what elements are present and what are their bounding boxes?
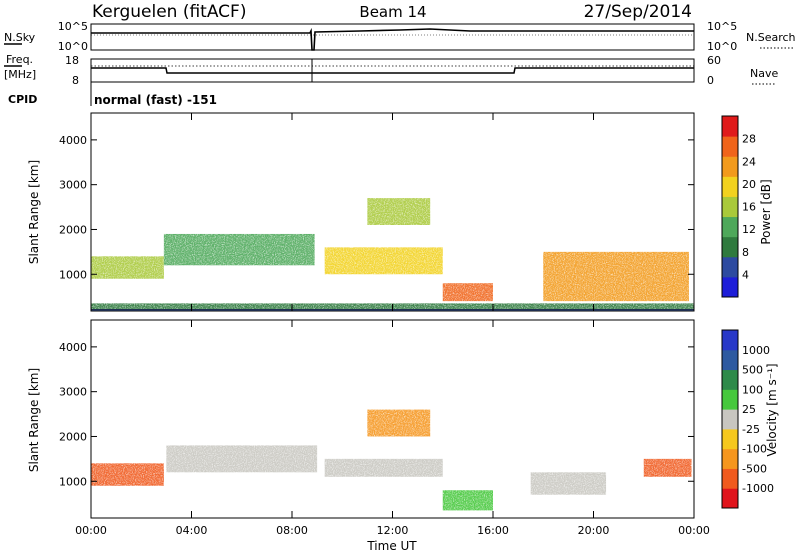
colorbar-tick-label: 12 <box>742 223 756 236</box>
colorbar-segment <box>722 236 738 258</box>
colorbar-segment <box>722 369 738 390</box>
sky-tick-top: 10^5 <box>58 20 88 33</box>
colorbar-tick-label: -25 <box>742 423 760 436</box>
y-tick-label: 1000 <box>59 475 87 488</box>
colorbar-segment <box>722 176 738 197</box>
y-tick-label: 3000 <box>59 179 87 192</box>
colorbar-tick-label: 500 <box>742 364 763 377</box>
colorbar-tick-label: 1000 <box>742 344 770 357</box>
frequency-panel: Freq. [MHz] 18 8 60 0 Nave CPID normal (… <box>4 53 778 107</box>
colorbar-segment <box>722 196 738 218</box>
y-tick-label: 2000 <box>59 430 87 443</box>
nave-label: Nave <box>750 67 778 80</box>
colorbar-segment <box>722 468 738 489</box>
colorbar-tick-label: 100 <box>742 383 763 396</box>
search-tick-top: 10^5 <box>707 20 737 33</box>
search-tick-bottom: 10^0 <box>707 40 737 53</box>
velocity-y-label: Slant Range [km] <box>27 368 41 472</box>
colorbar-segment <box>722 136 738 157</box>
noise-panel: N.Sky 10^5 10^0 10^5 10^0 N.Search <box>4 20 796 53</box>
colorbar-tick-label: 16 <box>742 201 756 214</box>
colorbar-segment <box>722 349 738 371</box>
y-tick-label: 4000 <box>59 134 87 147</box>
y-tick-label: 3000 <box>59 386 87 399</box>
nave-tick-top: 60 <box>707 54 721 67</box>
colorbar-segment <box>722 216 738 238</box>
date-label: 27/Sep/2014 <box>584 2 692 22</box>
velocity-y-axis: 1000 2000 3000 4000 <box>59 341 694 488</box>
x-tick-label: 00:00 <box>678 524 710 537</box>
velocity-panel: 1000 2000 3000 4000 00:00 04:00 08:00 12:00 16:… <box>27 319 779 553</box>
y-tick-label: 1000 <box>59 268 87 281</box>
x-tick-label: 16:00 <box>477 524 509 537</box>
beam-label: Beam 14 <box>359 3 426 21</box>
power-y-label: Slant Range [km] <box>27 160 41 264</box>
colorbar-segment <box>722 276 738 298</box>
colorbar-segment <box>722 488 738 509</box>
sky-label: N.Sky <box>4 31 36 44</box>
colorbar-segment <box>722 389 738 410</box>
colorbar-segment <box>722 428 738 450</box>
sky-tick-bottom: 10^0 <box>58 40 88 53</box>
velocity-x-axis: 00:00 04:00 08:00 12:00 16:00 20:00 00:00 <box>75 320 710 537</box>
colorbar-segment <box>722 409 738 430</box>
colorbar-tick-label: 24 <box>742 155 756 168</box>
y-tick-label: 2000 <box>59 223 87 236</box>
colorbar-frame <box>721 329 739 509</box>
colorbar-segment <box>722 448 738 469</box>
colorbar-frame <box>721 115 739 298</box>
colorbar-tick-label: -500 <box>742 462 767 475</box>
station-title: Kerguelen (fitACF) <box>92 2 246 22</box>
time-axis-label: Time UT <box>366 539 417 553</box>
x-tick-label: 04:00 <box>176 524 208 537</box>
power-x-ticks <box>90 113 695 311</box>
cpid-value: normal (fast) -151 <box>94 93 217 107</box>
colorbar-segment <box>722 256 738 278</box>
x-tick-label: 00:00 <box>75 524 107 537</box>
nave-tick-bottom: 0 <box>707 74 714 87</box>
colorbar-tick-label: 4 <box>742 268 749 281</box>
velocity-colorbar: 1000 500 100 25 -25 -100 -500 -1000 <box>721 329 774 509</box>
y-tick-label: 4000 <box>59 341 87 354</box>
colorbar-segment <box>722 156 738 177</box>
power-colorbar: 4 8 12 16 20 24 28 <box>721 115 756 298</box>
x-tick-label: 08:00 <box>276 524 308 537</box>
freq-unit-label: [MHz] <box>4 68 36 81</box>
x-tick-label: 20:00 <box>578 524 610 537</box>
frequency-line <box>91 67 694 74</box>
noise-sky-line <box>91 27 694 51</box>
colorbar-tick-label: -1000 <box>742 482 774 495</box>
cpid-label: CPID <box>8 93 37 106</box>
colorbar-tick-label: 25 <box>742 403 756 416</box>
colorbar-segment <box>722 116 738 137</box>
colorbar-segment <box>722 330 738 351</box>
colorbar-tick-label: 20 <box>742 178 756 191</box>
power-panel: 1000 2000 3000 4000 Slant Range [km] 4 8 12 16… <box>27 112 773 312</box>
velocity-colorbar-label: Velocity [m s⁻¹] <box>765 363 779 456</box>
colorbar-tick-label: -100 <box>742 443 767 456</box>
power-y-axis: 1000 2000 3000 4000 <box>59 134 694 281</box>
x-tick-label: 12:00 <box>377 524 409 537</box>
colorbar-tick-label: 8 <box>742 246 749 259</box>
freq-tick-bottom: 8 <box>72 74 79 87</box>
colorbar-tick-label: 28 <box>742 133 756 146</box>
freq-tick-top: 18 <box>65 54 79 67</box>
search-label: N.Search <box>746 31 796 44</box>
power-colorbar-label: Power [dB] <box>759 179 773 244</box>
freq-label: Freq. <box>6 53 33 66</box>
